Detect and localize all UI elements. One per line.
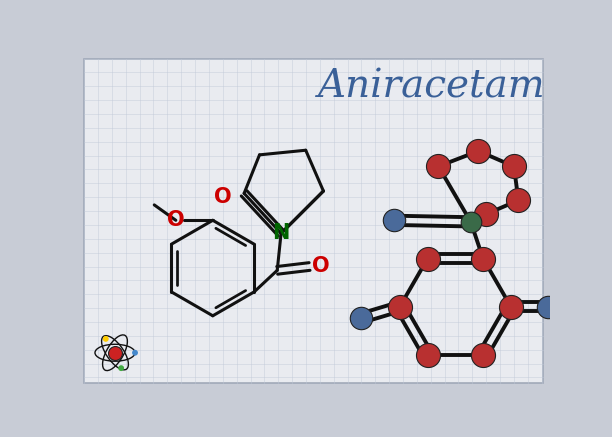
Text: Aniracetam: Aniracetam bbox=[318, 69, 546, 106]
Point bbox=[506, 303, 516, 310]
Bar bbox=[200, 135, 428, 306]
Point bbox=[478, 255, 488, 262]
Text: O: O bbox=[214, 187, 231, 207]
Bar bbox=[188, 128, 439, 313]
Text: N: N bbox=[272, 223, 289, 243]
Point bbox=[543, 303, 553, 310]
Bar bbox=[223, 151, 405, 290]
Point bbox=[130, 349, 140, 356]
Bar bbox=[246, 166, 381, 275]
Bar bbox=[130, 90, 497, 352]
Point bbox=[110, 349, 120, 356]
Text: O: O bbox=[312, 257, 329, 277]
Bar bbox=[304, 205, 324, 236]
Bar bbox=[154, 105, 474, 336]
Point bbox=[357, 315, 367, 322]
Point bbox=[116, 364, 126, 371]
Point bbox=[423, 351, 433, 358]
Text: O: O bbox=[167, 210, 185, 230]
Point bbox=[395, 303, 405, 310]
Point bbox=[478, 351, 488, 358]
Bar bbox=[292, 197, 335, 244]
Bar bbox=[234, 159, 393, 283]
Bar bbox=[269, 182, 358, 260]
Bar bbox=[165, 112, 462, 329]
Point bbox=[474, 148, 483, 155]
Point bbox=[509, 163, 519, 170]
Bar bbox=[119, 82, 509, 360]
Point bbox=[513, 197, 523, 204]
Bar bbox=[177, 120, 450, 321]
Point bbox=[389, 217, 398, 224]
Point bbox=[433, 163, 443, 170]
Point bbox=[101, 335, 111, 342]
Bar bbox=[107, 74, 520, 368]
Point bbox=[423, 255, 433, 262]
Bar bbox=[280, 190, 347, 252]
Bar bbox=[211, 143, 416, 298]
Bar bbox=[258, 174, 370, 267]
Point bbox=[466, 218, 476, 225]
Bar bbox=[142, 97, 485, 344]
Point bbox=[481, 211, 491, 218]
